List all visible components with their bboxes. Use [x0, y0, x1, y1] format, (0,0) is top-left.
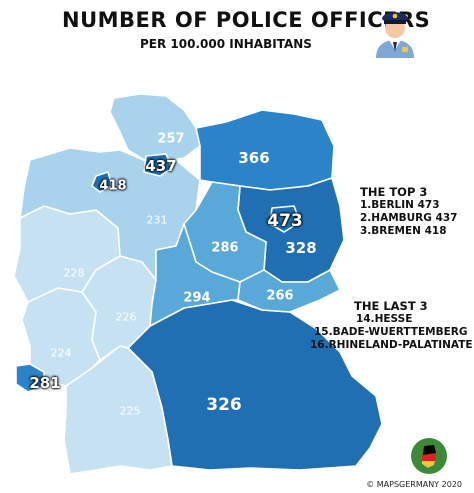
last3-item: 14.HESSE [356, 313, 413, 325]
value-hesse: 226 [115, 310, 137, 324]
value-nrw: 228 [63, 266, 85, 280]
state-bremen[interactable] [91, 171, 113, 193]
value-saxony-anhalt: 286 [211, 240, 239, 256]
top3-heading: THE TOP 3 [360, 185, 428, 199]
credit-text: © MAPSGERMANY 2020 [366, 480, 462, 489]
germany-flag-badge-icon [411, 438, 447, 474]
top3-panel: THE TOP 3 1.BERLIN 473 2.HAMBURG 437 3.B… [360, 186, 457, 238]
value-saxony: 266 [266, 288, 294, 304]
police-officer-icon [376, 12, 414, 58]
top3-item: 2.HAMBURG 437 [360, 212, 458, 224]
value-saarland: 281 [29, 374, 61, 392]
value-schleswig-holstein: 257 [157, 131, 185, 147]
state-schleswig-holstein[interactable] [109, 93, 201, 163]
top3-item: 3.BREMEN 418 [360, 225, 447, 237]
page-title: NUMBER OF POLICE OFFICERS [62, 8, 431, 32]
value-lower-saxony: 231 [146, 213, 168, 227]
value-thuringia: 294 [183, 290, 211, 306]
value-bremen: 418 [99, 178, 127, 194]
value-rhineland-palatinate: 224 [50, 346, 72, 360]
value-baden-wuerttemberg: 225 [119, 404, 141, 418]
page-subtitle: PER 100.000 INHABITANS [140, 37, 312, 51]
last3-item: 16.RHINELAND-PALATINATE [310, 339, 473, 351]
value-mecklenburg-vorpommern: 366 [238, 149, 270, 167]
last3-heading: THE LAST 3 [354, 299, 428, 313]
last3-item: 15.BADE-WUERTTEMBERG [314, 326, 468, 338]
value-brandenburg: 328 [285, 239, 317, 257]
state-saxony[interactable] [237, 269, 341, 313]
value-berlin: 473 [267, 211, 303, 231]
top3-item: 1.BERLIN 473 [360, 199, 440, 211]
state-hamburg[interactable] [143, 153, 173, 177]
state-saarland[interactable] [15, 363, 45, 393]
last3-panel: THE LAST 3 14.HESSE 15.BADE-WUERTTEMBERG… [310, 300, 473, 352]
value-hamburg: 437 [145, 157, 177, 175]
value-bavaria: 326 [206, 395, 242, 415]
state-berlin[interactable] [269, 205, 301, 233]
